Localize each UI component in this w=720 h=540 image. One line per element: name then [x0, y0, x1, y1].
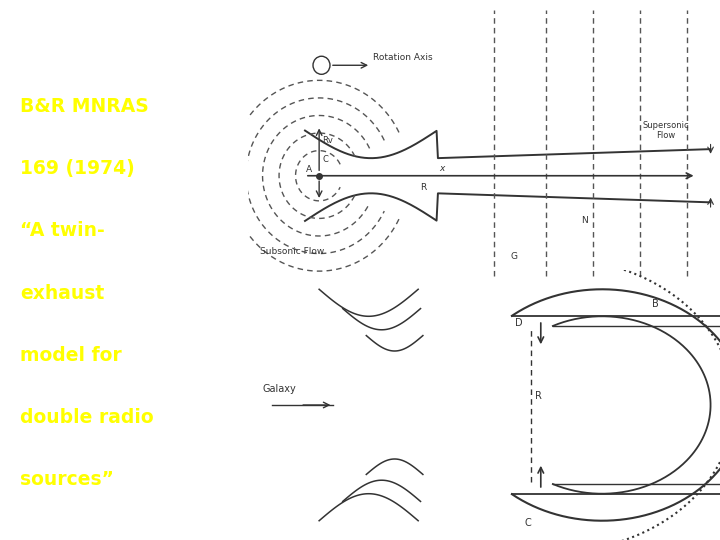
Text: Supersonic
Flow: Supersonic Flow [642, 120, 689, 140]
Text: R: R [420, 183, 427, 192]
Text: D: D [515, 318, 523, 328]
Text: R: R [535, 391, 542, 401]
Text: double radio: double radio [20, 408, 153, 427]
Text: C: C [524, 518, 531, 529]
Text: C: C [323, 154, 328, 164]
Text: N: N [581, 217, 588, 225]
Text: G: G [510, 252, 517, 261]
Text: model for: model for [20, 346, 122, 365]
Text: Rotation Axis: Rotation Axis [374, 53, 433, 62]
Text: sources”: sources” [20, 470, 114, 489]
Text: Rv: Rv [323, 136, 333, 145]
Text: Subsonic Flow: Subsonic Flow [260, 247, 325, 255]
Text: exhaust: exhaust [20, 284, 104, 302]
Text: “A twin-: “A twin- [20, 221, 104, 240]
Text: x: x [439, 164, 445, 173]
Text: A: A [306, 165, 312, 174]
Text: 169 (1974): 169 (1974) [20, 159, 135, 178]
Text: B&R MNRAS: B&R MNRAS [20, 97, 148, 116]
Text: Galaxy: Galaxy [263, 383, 297, 394]
Text: B: B [652, 299, 658, 309]
